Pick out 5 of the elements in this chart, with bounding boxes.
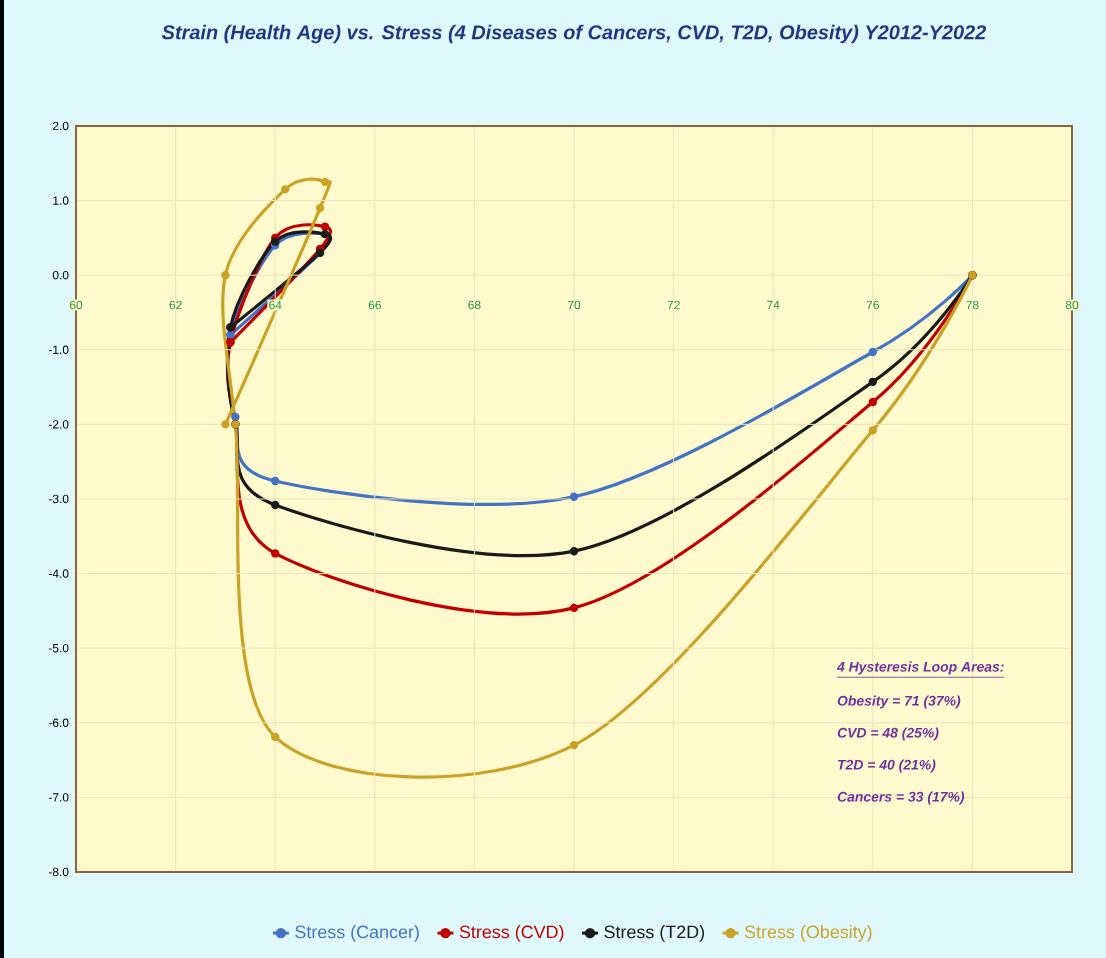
legend-label: Stress (CVD) [459,925,564,942]
legend-label: Stress (Obesity) [744,925,872,942]
chart-title: Strain (Health Age) vs. Stress (4 Diseases of Cancers, CVD, T2D, Obesity) Y2012-Y2022 [161,24,987,44]
legend-label: Stress (T2D) [604,925,704,942]
legend-label: Stress (Cancer) [295,925,419,942]
